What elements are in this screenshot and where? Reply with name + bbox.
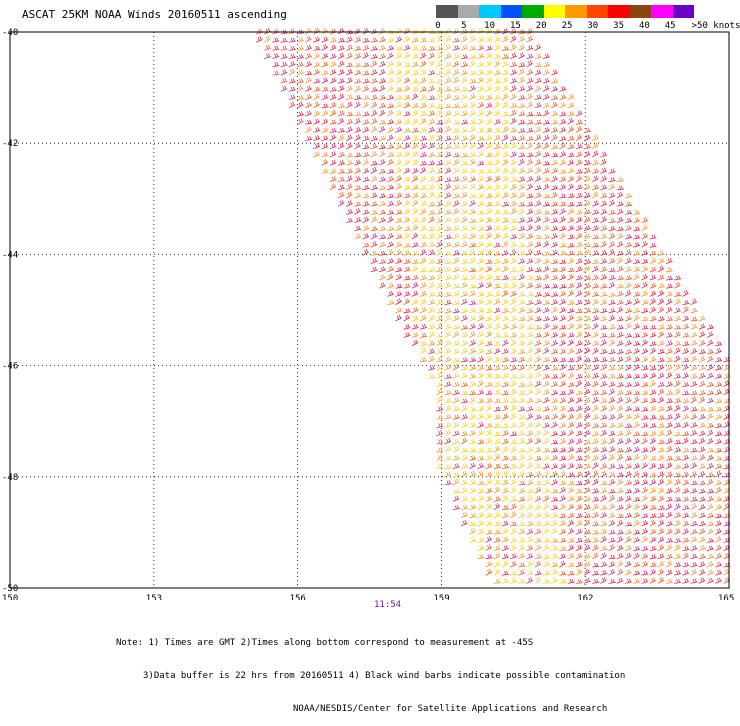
legend-swatch: [608, 5, 630, 18]
wind-swath: [255, 27, 731, 584]
legend-tick-label: 10: [484, 21, 496, 31]
legend-color-bar: [436, 5, 694, 18]
note-line-2: 3)Data buffer is 22 hrs from 20160511 4)…: [143, 671, 626, 681]
legend-swatch: [457, 5, 479, 18]
longitude-labels: 150 153 156 159 162 165: [2, 594, 734, 600]
wind-speed-legend: 0 5 10 15 20 25 30 35 40 45 >50 knots: [435, 5, 740, 35]
latitude-label: -40: [2, 28, 18, 38]
legend-swatch: [543, 5, 565, 18]
map-title: ASCAT 25KM NOAA Winds 20160511 ascending: [22, 8, 287, 21]
legend-swatch: [629, 5, 651, 18]
latitude-label: -44: [2, 250, 18, 260]
longitude-label: 159: [433, 594, 449, 600]
legend-unit-label: >50 knots: [691, 21, 740, 31]
legend-swatch: [565, 5, 587, 18]
legend-swatch: [672, 5, 694, 18]
longitude-label: 156: [290, 594, 306, 600]
note-line-3: NOAA/NESDIS/Center for Satellite Applica…: [293, 704, 608, 714]
wind-map: -40 -42 -44 -46 -48 -50 150 153 156 159 162 165: [2, 27, 734, 600]
legend-swatch: [586, 5, 608, 18]
pass-time-label: 11:54: [374, 600, 402, 610]
longitude-label: 150: [2, 594, 18, 600]
legend-tick-label: 40: [638, 21, 650, 31]
footnotes: Note: 1) Times are GMT 2)Times along bot…: [116, 616, 625, 726]
legend-tick-label: 0: [435, 21, 441, 31]
legend-tick-label: 5: [461, 21, 467, 31]
legend-swatch: [436, 5, 458, 18]
latitude-label: -46: [2, 362, 18, 372]
longitude-label: 153: [146, 594, 162, 600]
note-line-1: Note: 1) Times are GMT 2)Times along bot…: [116, 638, 534, 648]
legend-tick-label: 15: [509, 21, 521, 31]
latitude-label: -50: [2, 584, 18, 594]
legend-swatch: [651, 5, 673, 18]
legend-swatch: [479, 5, 501, 18]
longitude-label: 165: [718, 594, 734, 600]
longitude-label: 162: [577, 594, 593, 600]
legend-tick-label: 20: [535, 21, 547, 31]
map-frame: [9, 31, 730, 589]
legend-swatch: [500, 5, 522, 18]
legend-tick-label: 35: [613, 21, 625, 31]
latitude-label: -48: [2, 473, 18, 483]
latitude-labels: -40 -42 -44 -46 -48 -50: [2, 28, 18, 594]
legend-tick-label: 45: [664, 21, 676, 31]
legend-swatch: [522, 5, 544, 18]
latitude-label: -42: [2, 139, 18, 149]
legend-tick-label: 30: [587, 21, 599, 31]
legend-tick-label: 25: [561, 21, 573, 31]
